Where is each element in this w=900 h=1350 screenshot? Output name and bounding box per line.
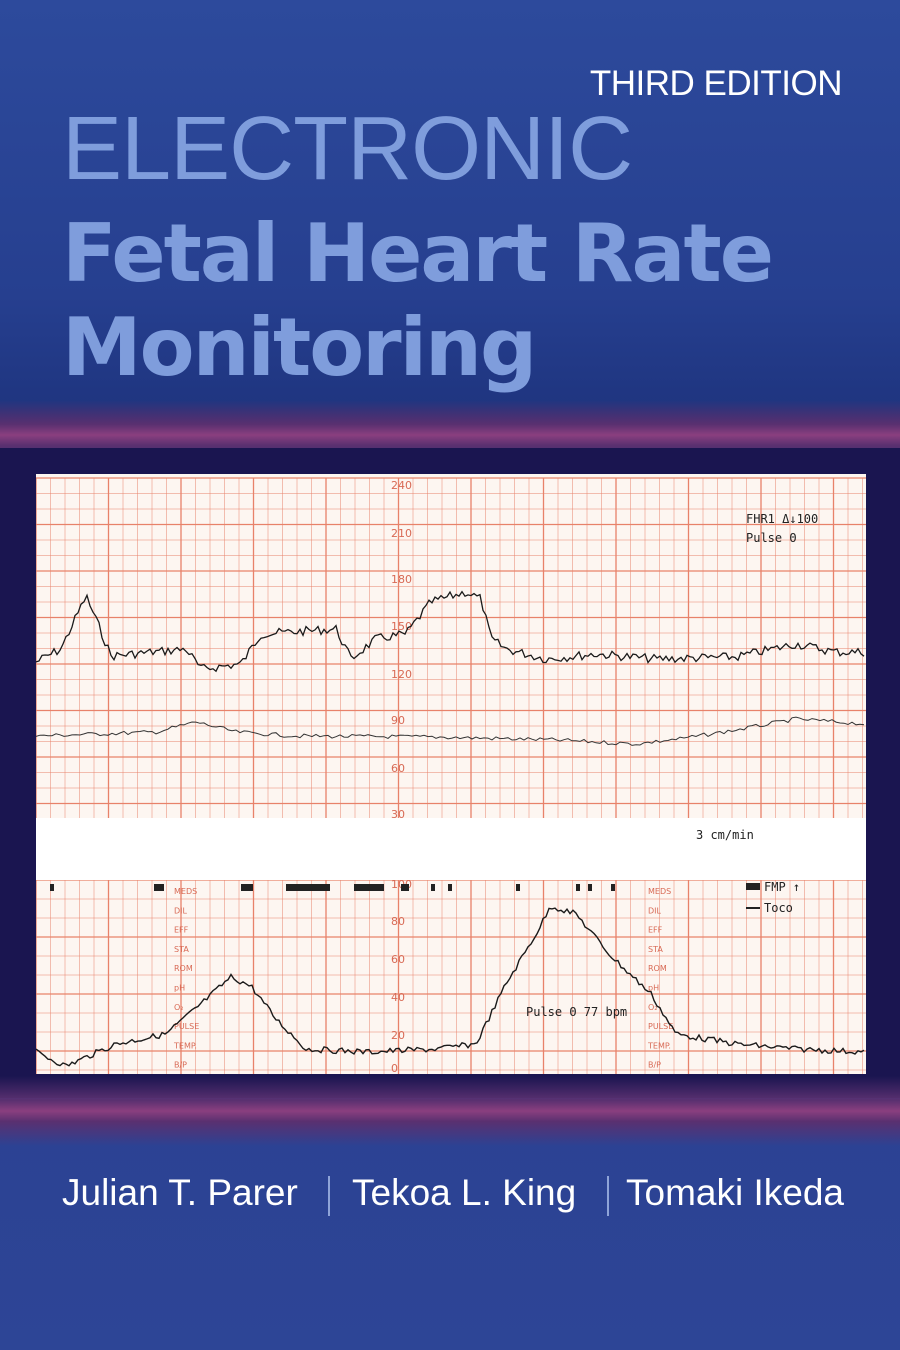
movement-mark	[448, 884, 452, 891]
side-label: TEMP.	[173, 1041, 197, 1050]
monitor-strip-graphic: 240 210 180 150 120 90 60 30 FHR1 Δ↓100 …	[36, 477, 866, 1074]
scale-20: 20	[391, 1029, 405, 1042]
bottom-accent-band	[0, 1076, 900, 1146]
movement-mark	[611, 884, 615, 891]
scale-80: 80	[391, 915, 405, 928]
side-label: TEMP.	[647, 1041, 671, 1050]
maternal-pulse-trace	[36, 716, 865, 746]
scale-60: 60	[391, 762, 405, 775]
movement-mark	[516, 884, 520, 891]
fetal-movement-marks	[50, 884, 615, 891]
pulse-annotation: Pulse Θ 77 bpm	[526, 1005, 627, 1019]
side-label: DIL	[174, 906, 188, 915]
side-label: MEDS	[648, 887, 671, 896]
side-label: PULSE	[648, 1022, 673, 1031]
edition-label: THIRD EDITION	[589, 64, 843, 103]
lower-scale: 100 80 60 40 20 0	[391, 878, 412, 1074]
side-label: B/P	[174, 1061, 187, 1070]
upper-legend: FHR1 Δ↓100 Pulse Θ	[746, 512, 818, 545]
author-separator-2	[607, 1176, 609, 1216]
side-label: O₂	[648, 1003, 658, 1012]
legend-toco: Toco	[764, 901, 793, 915]
legend-pulse: Pulse Θ	[746, 531, 797, 545]
author-2: Tekoa L. King	[352, 1172, 577, 1213]
title-line-3: Monitoring	[62, 301, 537, 394]
scale-40: 40	[391, 991, 405, 1004]
fetal-monitor-strip: 240 210 180 150 120 90 60 30 FHR1 Δ↓100 …	[36, 474, 866, 1074]
side-label: ROM	[174, 964, 193, 973]
movement-mark	[576, 884, 580, 891]
movement-mark	[401, 884, 409, 891]
scale-60b: 60	[391, 953, 405, 966]
author-3: Tomaki Ikeda	[626, 1172, 844, 1213]
upper-scale: 240 210 180 150 120 90 60 30	[391, 479, 412, 821]
movement-mark	[286, 884, 330, 891]
side-label: PULSE	[174, 1022, 199, 1031]
movement-mark	[376, 884, 384, 891]
legend-fhr1: FHR1 Δ↓100	[746, 512, 818, 526]
toco-trace	[36, 907, 865, 1067]
author-line: Julian T. Parer Tekoa L. King Tomaki Ike…	[0, 1160, 900, 1230]
side-label: EFF	[174, 926, 189, 935]
movement-mark	[588, 884, 592, 891]
scale-240: 240	[391, 479, 412, 492]
movement-mark	[154, 884, 164, 891]
side-label: MEDS	[174, 887, 197, 896]
scale-210: 210	[391, 527, 412, 540]
author-separator-1	[328, 1176, 330, 1216]
side-label: B/P	[648, 1061, 661, 1070]
movement-mark	[354, 884, 376, 891]
side-label: pH	[648, 984, 659, 993]
movement-mark	[431, 884, 435, 891]
strip-gap	[36, 818, 866, 880]
scale-180: 180	[391, 573, 412, 586]
lower-legend: FMP ↑ Toco	[746, 880, 800, 915]
side-labels-left: MEDS DIL EFF STA ROM pH O₂ PULSE TEMP. B/P	[173, 887, 199, 1070]
scale-30: 30	[391, 808, 405, 821]
legend-fmp: FMP ↑	[764, 880, 800, 894]
scale-120: 120	[391, 668, 412, 681]
side-label: pH	[174, 984, 185, 993]
movement-mark	[241, 884, 253, 891]
title-line-2: Fetal Heart Rate	[62, 207, 774, 300]
side-label: DIL	[648, 906, 662, 915]
side-label: STA	[648, 945, 663, 954]
author-1: Julian T. Parer	[62, 1172, 298, 1213]
side-label: EFF	[648, 926, 663, 935]
upper-grid	[36, 477, 866, 818]
speed-label: 3 cm/min	[696, 828, 754, 842]
movement-mark	[50, 884, 54, 891]
side-label: O₂	[174, 1003, 184, 1012]
fmp-marker	[746, 883, 760, 890]
scale-90: 90	[391, 714, 405, 727]
fhr-trace	[36, 590, 865, 673]
scale-0: 0	[391, 1062, 398, 1074]
side-labels-right: MEDS DIL EFF STA ROM pH O₂ PULSE TEMP. B/P	[647, 887, 673, 1070]
side-label: STA	[174, 945, 189, 954]
title-line-1: ELECTRONIC	[62, 99, 633, 199]
side-label: ROM	[648, 964, 667, 973]
